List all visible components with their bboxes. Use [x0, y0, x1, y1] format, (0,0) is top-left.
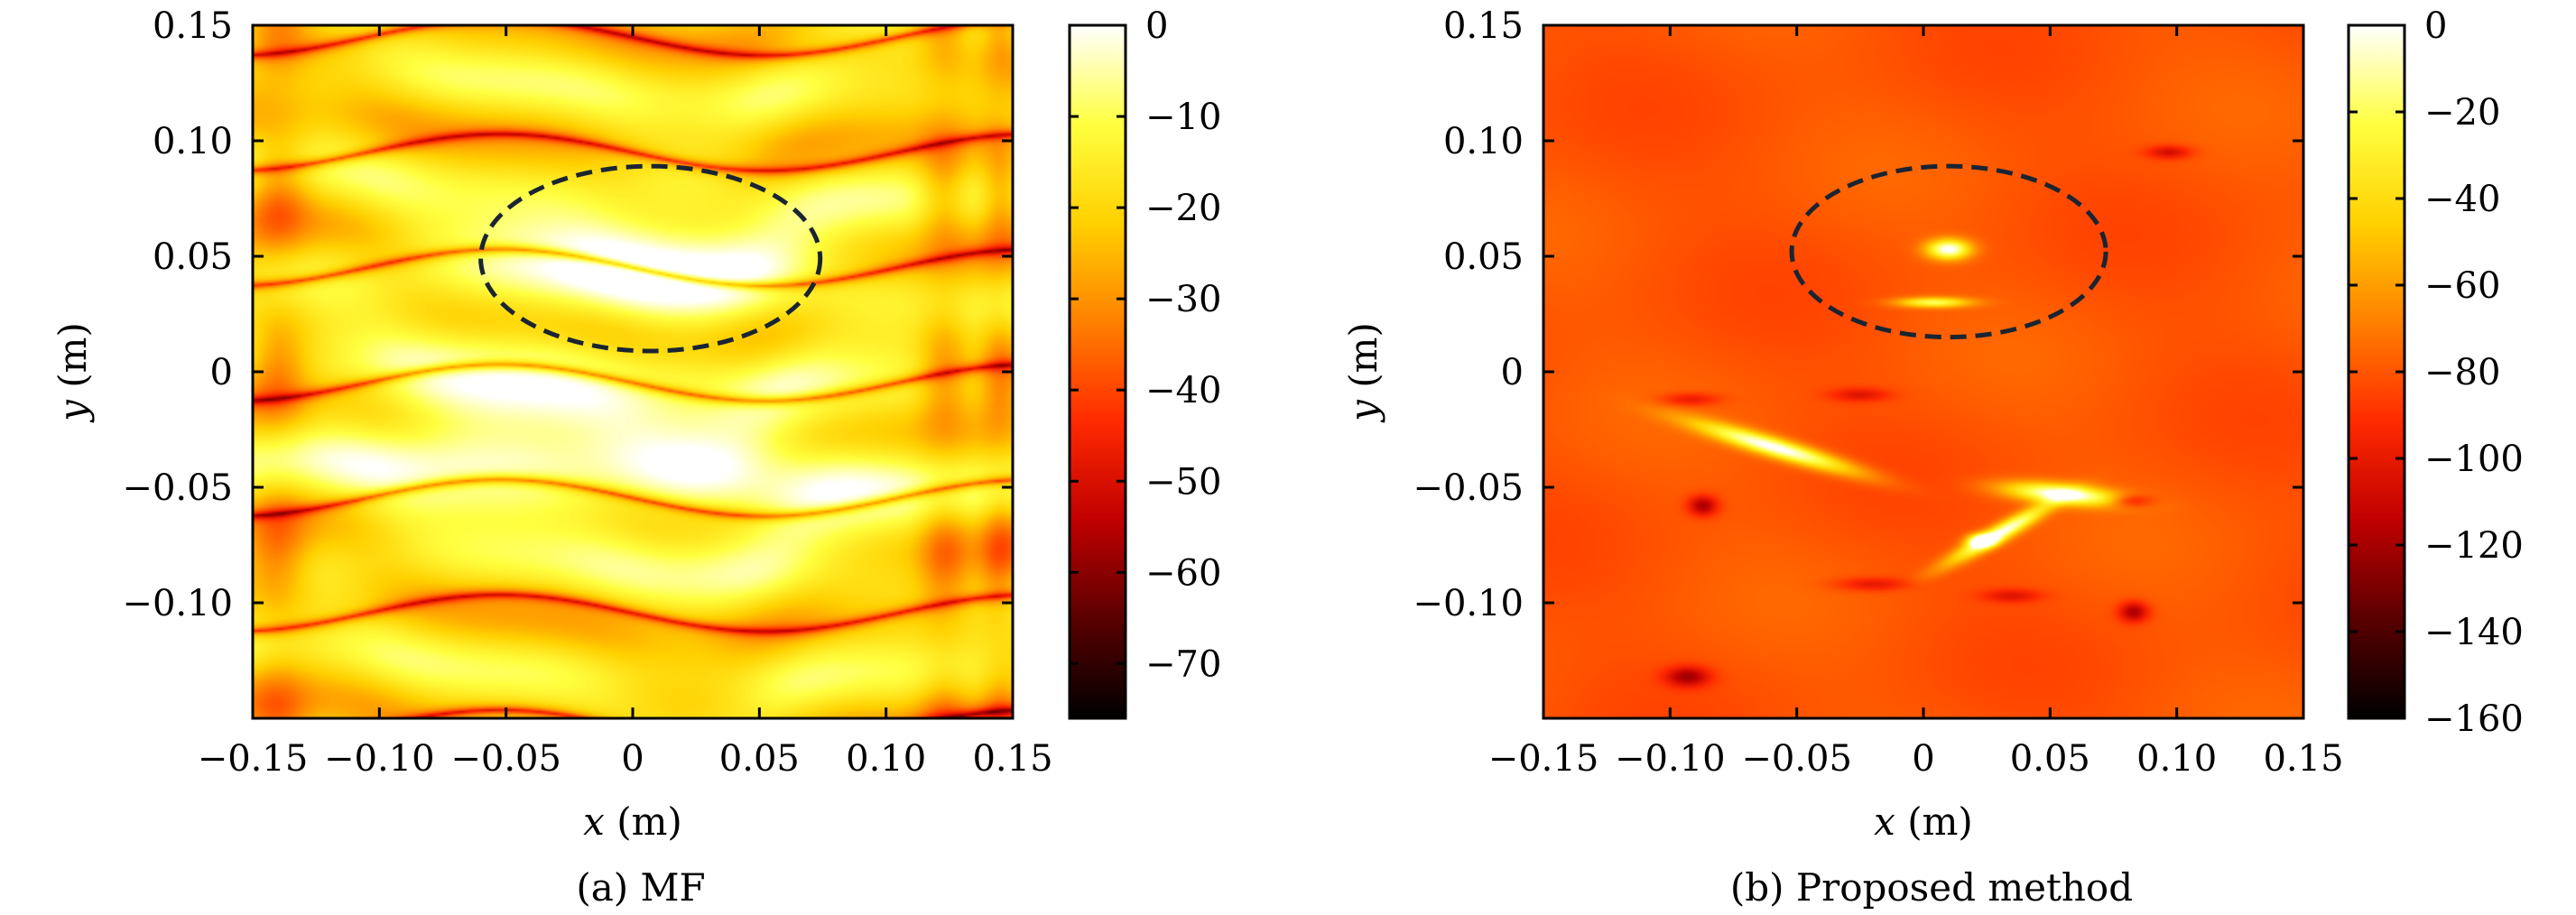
heatmap-area	[253, 25, 1013, 718]
x-tick-label: −0.10	[1615, 738, 1726, 780]
target-ellipse	[1789, 163, 2108, 340]
y-tick-label: 0.05	[153, 236, 233, 278]
colorbar-ticks: 0 −20 −40 −60 −80 −100 −120 −140 −160	[2349, 5, 2524, 740]
colorbar-tick-label: −60	[2424, 265, 2500, 307]
x-axis-label: x (m)	[583, 799, 682, 844]
x-tick-label: −0.05	[1741, 738, 1852, 780]
x-tick-label: 0.05	[2010, 738, 2090, 780]
colorbar-tick-label: −60	[1145, 552, 1221, 594]
x-ticks: −0.15 −0.10 −0.05 0 0.05 0.10 0.15	[198, 25, 1053, 780]
heatmap-canvas	[1543, 25, 2303, 718]
panel-mf: −0.15 −0.10 −0.05 0 0.05 0.10 0.15 0.15 0.10 0.0…	[51, 5, 1221, 910]
colorbar-tick-label: −100	[2424, 439, 2524, 480]
colorbar-tick-label: −160	[2424, 698, 2524, 740]
colorbar-tick-label: −20	[1145, 188, 1221, 229]
x-tick-label: 0.10	[846, 738, 926, 780]
caption: (b) Proposed method	[1730, 865, 2133, 910]
heatmap-canvas	[253, 25, 1013, 718]
colorbar	[1070, 25, 1126, 718]
x-tick-label: 0.10	[2136, 738, 2217, 780]
target-ellipse	[478, 163, 823, 354]
y-tick-label: −0.10	[1413, 583, 1524, 624]
colorbar	[2349, 25, 2405, 718]
y-axis-label: y (m)	[1341, 322, 1385, 423]
y-tick-label: 0.15	[1443, 5, 1524, 47]
y-tick-label: 0.10	[153, 121, 233, 162]
colorbar-tick-label: −40	[2424, 179, 2500, 220]
y-tick-label: 0	[210, 352, 233, 393]
colorbar-tick-label: −30	[1145, 279, 1221, 320]
y-tick-label: −0.05	[1413, 467, 1524, 509]
x-ticks: −0.15 −0.10 −0.05 0 0.05 0.10 0.15	[1488, 25, 2344, 780]
y-tick-label: 0	[1501, 352, 1524, 393]
colorbar-tick-label: −80	[2424, 352, 2500, 393]
y-axis-label: y (m)	[51, 322, 95, 423]
y-tick-label: −0.10	[122, 583, 233, 624]
y-tick-label: −0.05	[122, 467, 233, 509]
colorbar-tick-label: −40	[1145, 370, 1221, 411]
colorbar-tick-label: −140	[2424, 612, 2524, 653]
colorbar-tick-label: 0	[2424, 5, 2447, 47]
y-tick-label: 0.10	[1443, 121, 1524, 162]
x-tick-label: 0.15	[2263, 738, 2343, 780]
x-tick-label: 0.15	[972, 738, 1052, 780]
colorbar-tick-label: −50	[1145, 461, 1221, 503]
x-tick-label: 0	[1912, 738, 1934, 780]
heatmap-area	[1543, 25, 2303, 718]
y-tick-label: 0.15	[153, 5, 233, 47]
x-axis-label: x (m)	[1874, 799, 1973, 844]
y-ticks: 0.15 0.10 0.05 0 −0.05 −0.10	[122, 5, 1013, 624]
colorbar-tick-label: −10	[1145, 97, 1221, 138]
x-tick-label: −0.15	[1488, 738, 1599, 780]
colorbar-ticks: 0 −10 −20 −30 −40 −50 −60 −70	[1070, 5, 1221, 685]
colorbar-tick-label: −20	[2424, 92, 2500, 134]
colorbar-tick-label: 0	[1145, 5, 1168, 47]
y-tick-label: 0.05	[1443, 236, 1524, 278]
y-ticks: 0.15 0.10 0.05 0 −0.05 −0.10	[1413, 5, 2303, 624]
colorbar-frame	[1068, 23, 1127, 720]
x-tick-label: −0.05	[450, 738, 561, 780]
x-tick-label: −0.15	[198, 738, 309, 780]
colorbar-tick-label: −70	[1145, 643, 1221, 685]
caption: (a) MF	[576, 865, 705, 910]
x-tick-label: 0	[621, 738, 644, 780]
colorbar-tick-label: −120	[2424, 525, 2524, 567]
x-tick-label: 0.05	[719, 738, 800, 780]
panel-proposed: −0.15 −0.10 −0.05 0 0.05 0.10 0.15 0.15 0.10 0.0…	[1341, 5, 2524, 910]
x-tick-label: −0.10	[324, 738, 435, 780]
